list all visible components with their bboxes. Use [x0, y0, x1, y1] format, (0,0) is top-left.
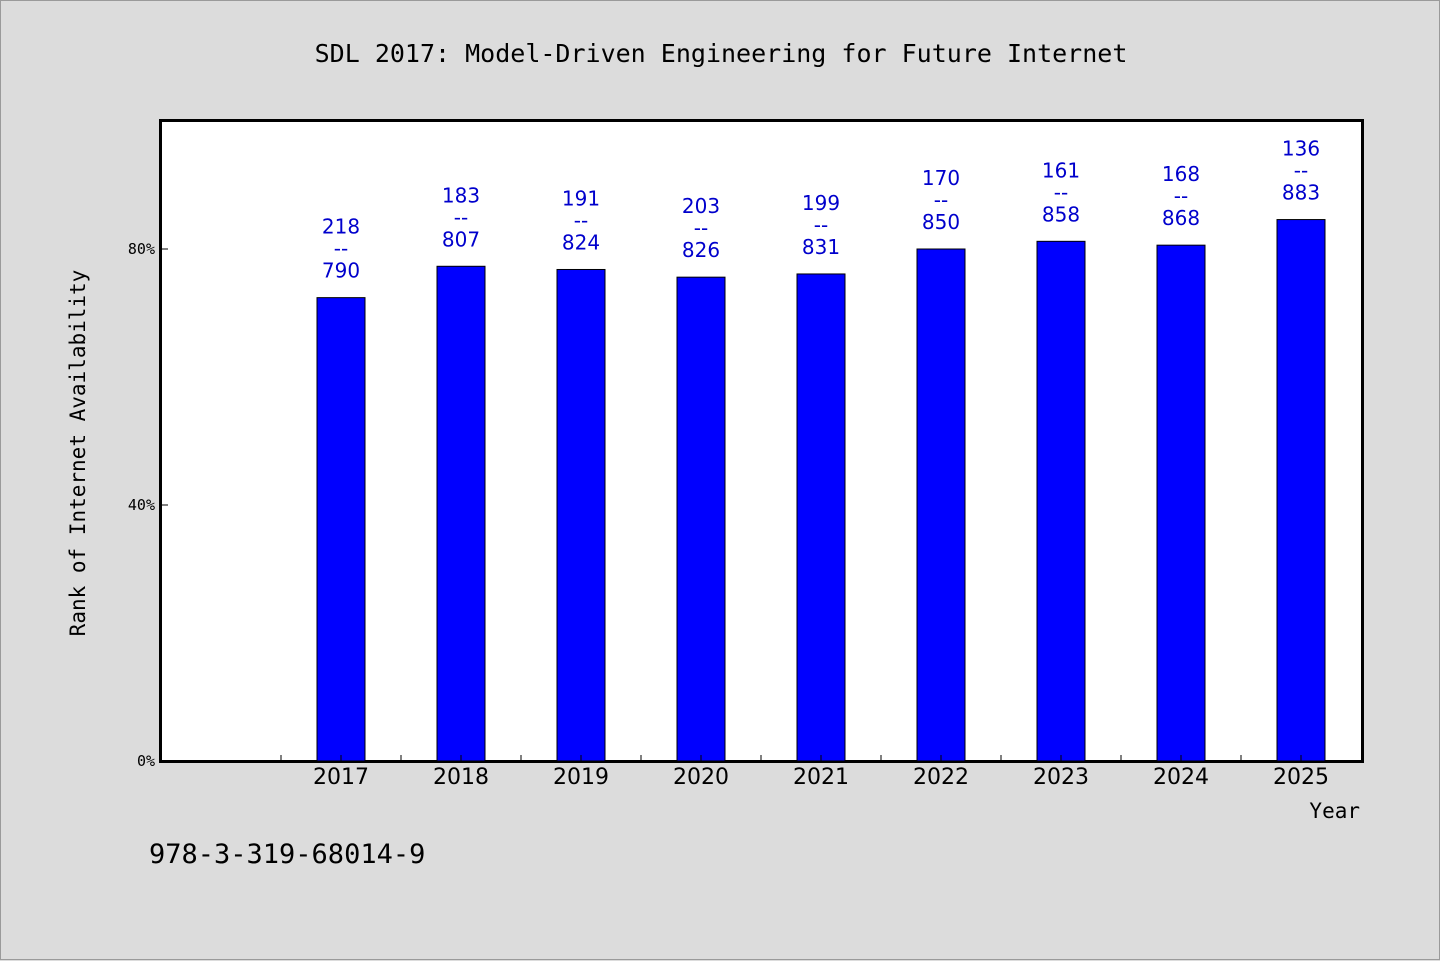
data-label-2022-line2: -- [934, 188, 948, 212]
data-label-2020-line3: 826 [682, 238, 720, 262]
x-tick-label-2024: 2024 [1153, 765, 1209, 790]
bar-2024 [1156, 244, 1206, 762]
chart-title: SDL 2017: Model-Driven Engineering for F… [315, 39, 1128, 68]
y-tick-label-0: 0% [137, 752, 155, 770]
y-tick-label-1: 40% [128, 496, 155, 514]
bar-2023 [1036, 240, 1086, 762]
y-tick-label-2: 80% [128, 240, 155, 258]
x-ticks-group: 2017 2018 2019 2020 2021 2022 2023 2024 2025 [280, 755, 1329, 790]
data-label-2021-line1: 199 [802, 191, 840, 215]
x-tick-label-2021: 2021 [793, 765, 849, 790]
y-ticks-group: 0% 40% 80% [128, 240, 168, 770]
data-labels-group: 218--790183--807191--824203--826199--831… [322, 137, 1320, 283]
bar-2018 [436, 265, 486, 762]
data-label-2023-line3: 858 [1042, 202, 1080, 226]
x-axis-label: Year [1309, 799, 1360, 823]
data-label-2024-line1: 168 [1162, 162, 1200, 186]
data-label-2020-line1: 203 [682, 194, 720, 218]
bar-2020 [676, 276, 726, 762]
data-label-2021-line3: 831 [802, 235, 840, 259]
data-label-2018-line3: 807 [442, 227, 480, 251]
y-axis-label: Rank of Internet Availability [66, 270, 90, 637]
x-tick-label-2020: 2020 [673, 765, 729, 790]
data-label-2025-line3: 883 [1282, 181, 1320, 205]
bars-group [316, 219, 1326, 762]
x-tick-label-2023: 2023 [1033, 765, 1089, 790]
bar-2019 [556, 268, 606, 762]
data-label-2019-line1: 191 [562, 186, 600, 210]
data-label-2024-line3: 868 [1162, 206, 1200, 230]
bar-2022 [916, 248, 966, 762]
data-label-2017-line1: 218 [322, 215, 360, 239]
x-tick-label-2019: 2019 [553, 765, 609, 790]
data-label-2025-line2: -- [1294, 159, 1308, 183]
data-label-2019-line3: 824 [562, 230, 600, 254]
data-label-2018-line2: -- [454, 205, 468, 229]
bar-2021 [796, 273, 846, 762]
x-tick-label-2017: 2017 [313, 765, 369, 790]
data-label-2020-line2: -- [694, 216, 708, 240]
x-tick-label-2022: 2022 [913, 765, 969, 790]
isbn-text: 978-3-319-68014-9 [149, 839, 425, 870]
data-label-2021-line2: -- [814, 213, 828, 237]
x-tick-label-2018: 2018 [433, 765, 489, 790]
data-label-2025-line1: 136 [1282, 137, 1320, 161]
data-label-2024-line2: -- [1174, 184, 1188, 208]
data-label-2018-line1: 183 [442, 183, 480, 207]
data-label-2023-line1: 161 [1042, 158, 1080, 182]
data-label-2023-line2: -- [1054, 180, 1068, 204]
data-label-2019-line2: -- [574, 208, 588, 232]
x-tick-label-2025: 2025 [1273, 765, 1329, 790]
data-label-2022-line3: 850 [922, 210, 960, 234]
bar-2025 [1276, 219, 1326, 762]
data-label-2022-line1: 170 [922, 166, 960, 190]
data-label-2017-line2: -- [334, 237, 348, 261]
bar-2017 [316, 297, 366, 762]
data-label-2017-line3: 790 [322, 259, 360, 283]
